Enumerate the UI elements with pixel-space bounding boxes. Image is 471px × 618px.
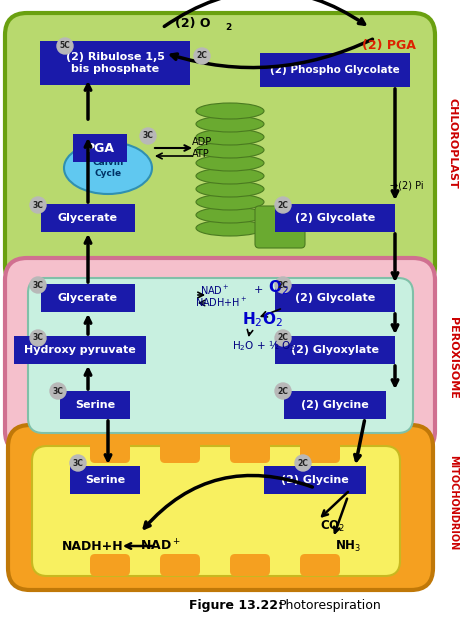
Text: ADP: ADP — [192, 137, 212, 147]
FancyBboxPatch shape — [90, 441, 130, 463]
FancyBboxPatch shape — [41, 284, 135, 312]
Text: (2) O: (2) O — [175, 17, 211, 30]
Circle shape — [140, 128, 156, 144]
Ellipse shape — [196, 181, 264, 197]
FancyBboxPatch shape — [275, 284, 395, 312]
FancyBboxPatch shape — [230, 554, 270, 576]
Text: 3C: 3C — [53, 386, 64, 396]
Circle shape — [30, 197, 46, 213]
Text: 2: 2 — [225, 22, 231, 32]
FancyBboxPatch shape — [264, 466, 366, 494]
FancyBboxPatch shape — [60, 391, 130, 419]
FancyBboxPatch shape — [160, 554, 200, 576]
Text: 3C: 3C — [32, 281, 43, 289]
Text: (2) Glycine: (2) Glycine — [281, 475, 349, 485]
Ellipse shape — [196, 207, 264, 223]
FancyBboxPatch shape — [70, 466, 140, 494]
Circle shape — [275, 197, 291, 213]
Text: 5C: 5C — [60, 41, 70, 51]
FancyBboxPatch shape — [284, 391, 386, 419]
Circle shape — [70, 455, 86, 471]
Text: NAD$^+$: NAD$^+$ — [200, 284, 230, 297]
Ellipse shape — [64, 142, 152, 194]
Text: MITOCHONDRION: MITOCHONDRION — [448, 455, 458, 551]
Ellipse shape — [196, 142, 264, 158]
Text: NADH+H: NADH+H — [62, 540, 123, 552]
Text: (2) Glycolate: (2) Glycolate — [295, 293, 375, 303]
Text: 3C: 3C — [32, 200, 43, 210]
Text: (2) Glycine: (2) Glycine — [301, 400, 369, 410]
Text: 2C: 2C — [196, 51, 207, 61]
Text: +: + — [253, 285, 263, 295]
Text: (2) Phospho Glycolate: (2) Phospho Glycolate — [270, 65, 400, 75]
FancyBboxPatch shape — [275, 204, 395, 232]
Text: 2C: 2C — [277, 334, 288, 342]
Circle shape — [50, 383, 66, 399]
Text: ATP: ATP — [192, 149, 210, 159]
FancyBboxPatch shape — [230, 441, 270, 463]
Text: NH$_3$: NH$_3$ — [335, 538, 361, 554]
Ellipse shape — [196, 103, 264, 119]
FancyBboxPatch shape — [90, 554, 130, 576]
FancyBboxPatch shape — [14, 336, 146, 364]
Circle shape — [30, 277, 46, 293]
Text: NADH+H$^+$: NADH+H$^+$ — [195, 295, 248, 308]
Ellipse shape — [196, 129, 264, 145]
FancyBboxPatch shape — [255, 206, 305, 248]
Circle shape — [57, 38, 73, 54]
Text: Hydroxy pyruvate: Hydroxy pyruvate — [24, 345, 136, 355]
Text: 2C: 2C — [277, 281, 288, 289]
FancyBboxPatch shape — [300, 554, 340, 576]
FancyBboxPatch shape — [5, 13, 435, 288]
FancyBboxPatch shape — [40, 41, 190, 85]
Text: H$_2$O$_2$: H$_2$O$_2$ — [242, 311, 283, 329]
Ellipse shape — [196, 220, 264, 236]
Text: Glycerate: Glycerate — [58, 213, 118, 223]
Text: 2C: 2C — [277, 200, 288, 210]
FancyBboxPatch shape — [260, 53, 410, 87]
Text: CO$_2$: CO$_2$ — [320, 519, 345, 533]
FancyBboxPatch shape — [160, 441, 200, 463]
FancyBboxPatch shape — [32, 446, 400, 576]
Text: H$_2$O + ½ O$_2$: H$_2$O + ½ O$_2$ — [232, 339, 296, 353]
Ellipse shape — [196, 194, 264, 210]
Text: (2) Ribulose 1,5
bis phosphate: (2) Ribulose 1,5 bis phosphate — [65, 52, 164, 74]
Circle shape — [30, 330, 46, 346]
Text: Photorespiration: Photorespiration — [279, 599, 382, 612]
Text: →(2) Pi: →(2) Pi — [390, 181, 423, 191]
FancyBboxPatch shape — [73, 134, 127, 162]
Text: 3C: 3C — [143, 132, 154, 140]
Text: (2) Glyoxylate: (2) Glyoxylate — [291, 345, 379, 355]
Text: PEROXISOME: PEROXISOME — [448, 317, 458, 399]
FancyBboxPatch shape — [41, 204, 135, 232]
Text: NAD$^+$: NAD$^+$ — [139, 538, 180, 554]
Circle shape — [275, 277, 291, 293]
FancyBboxPatch shape — [8, 425, 433, 590]
Circle shape — [295, 455, 311, 471]
Text: PGA: PGA — [86, 142, 114, 154]
Text: Serine: Serine — [75, 400, 115, 410]
Text: Figure 13.22:: Figure 13.22: — [189, 599, 283, 612]
Ellipse shape — [196, 116, 264, 132]
Ellipse shape — [196, 168, 264, 184]
FancyBboxPatch shape — [300, 441, 340, 463]
FancyBboxPatch shape — [28, 278, 413, 433]
Text: Serine: Serine — [85, 475, 125, 485]
FancyBboxPatch shape — [275, 336, 395, 364]
Circle shape — [275, 383, 291, 399]
Ellipse shape — [196, 155, 264, 171]
Text: 2C: 2C — [277, 386, 288, 396]
Text: Glycerate: Glycerate — [58, 293, 118, 303]
FancyBboxPatch shape — [5, 258, 435, 453]
Circle shape — [194, 48, 210, 64]
Text: Calvin
Cycle: Calvin Cycle — [92, 158, 124, 178]
Text: 3C: 3C — [32, 334, 43, 342]
Circle shape — [275, 330, 291, 346]
Text: 3C: 3C — [73, 459, 83, 467]
Text: O$_2$: O$_2$ — [268, 279, 289, 297]
Text: (2) PGA: (2) PGA — [362, 40, 416, 53]
Text: 2C: 2C — [298, 459, 309, 467]
Text: (2) Glycolate: (2) Glycolate — [295, 213, 375, 223]
Text: CHLOROPLAST: CHLOROPLAST — [448, 98, 458, 188]
